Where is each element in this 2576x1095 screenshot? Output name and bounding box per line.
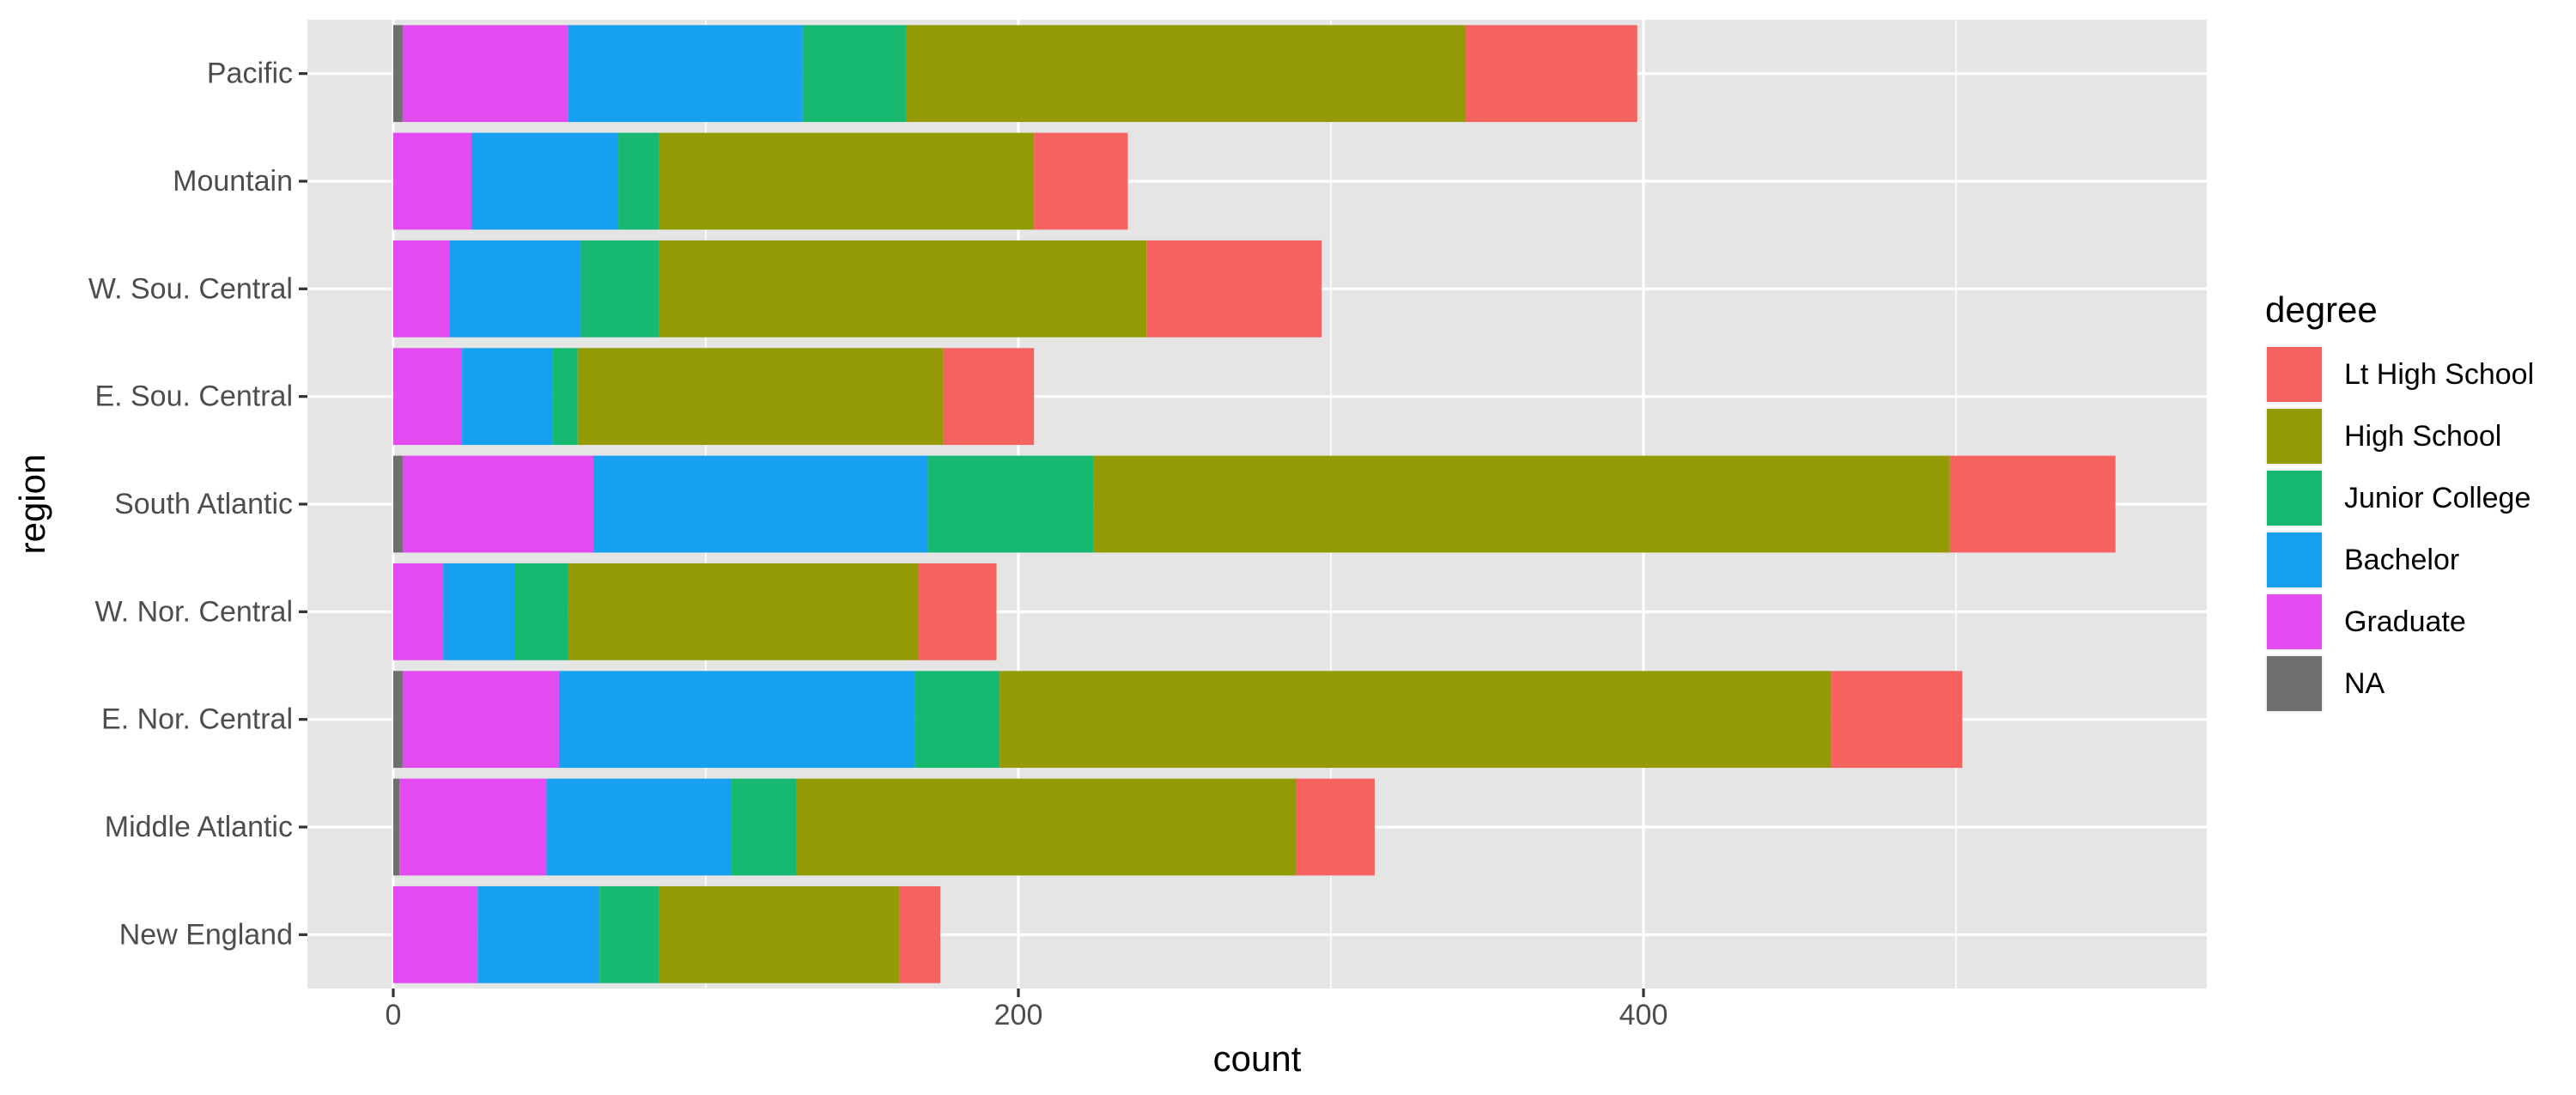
y-tick-label: Mountain — [173, 165, 293, 198]
bar-segment-high-school — [659, 240, 1147, 338]
y-tick-label: New England — [119, 918, 293, 951]
bar-segment-graduate — [402, 455, 593, 553]
y-tick-label: E. Sou. Central — [94, 380, 293, 413]
y-axis-title: region — [12, 454, 52, 555]
y-tick-label: South Atlantic — [114, 488, 293, 520]
bar-segment-graduate — [393, 240, 450, 338]
bar-segment-lt-high-school — [1034, 132, 1128, 230]
bar-segment-bachelor — [546, 778, 732, 876]
bar-segment-high-school — [905, 25, 1466, 123]
bar-segment-high-school — [659, 132, 1035, 230]
bar-segment-graduate — [399, 778, 547, 876]
bar-segment-junior-college — [552, 348, 578, 446]
bars — [393, 25, 2116, 983]
bar-segment-high-school — [1093, 455, 1950, 553]
legend-label: NA — [2344, 667, 2385, 700]
bar-segment-junior-college — [618, 132, 659, 230]
bar-segment-bachelor — [568, 25, 803, 123]
bar-segment-high-school — [568, 563, 919, 660]
bar-segment-high-school — [659, 885, 900, 983]
y-tick-label: W. Sou. Central — [88, 272, 293, 305]
bar-segment-lt-high-school — [1949, 455, 2116, 553]
x-tick-label: 400 — [1619, 999, 1668, 1031]
bar-segment-bachelor — [558, 671, 915, 769]
legend-label: Graduate — [2344, 605, 2466, 638]
bar-segment-graduate — [393, 885, 478, 983]
bar-segment-junior-college — [914, 671, 1000, 769]
legend-key-graduate — [2267, 594, 2322, 649]
bar-segment-lt-high-school — [1146, 240, 1322, 338]
bar-segment-junior-college — [514, 563, 568, 660]
bar-segment-lt-high-school — [1465, 25, 1637, 123]
bar-segment-na — [393, 778, 400, 876]
legend-label: Bachelor — [2344, 544, 2459, 576]
legend-title: degree — [2265, 289, 2378, 330]
bar-segment-graduate — [393, 563, 444, 660]
y-tick-label: Pacific — [207, 58, 293, 90]
bar-segment-bachelor — [462, 348, 553, 446]
legend-label: Lt High School — [2344, 358, 2534, 391]
bar-segment-na — [393, 671, 403, 769]
x-tick-label: 0 — [386, 999, 402, 1031]
y-tick-label: Middle Atlantic — [105, 811, 293, 843]
legend-key-junior-college — [2267, 471, 2322, 526]
bar-segment-na — [393, 455, 403, 553]
legend: degree Lt High School High School Junior C… — [2265, 289, 2534, 713]
bar-segment-na — [393, 25, 403, 123]
bar-segment-graduate — [402, 671, 559, 769]
bar-segment-bachelor — [592, 455, 928, 553]
bar-segment-lt-high-school — [1296, 778, 1375, 876]
legend-key-high-school — [2267, 409, 2322, 464]
bar-segment-lt-high-school — [1831, 671, 1963, 769]
bar-segment-lt-high-school — [943, 348, 1035, 446]
bar-segment-graduate — [393, 348, 463, 446]
bar-segment-lt-high-school — [918, 563, 997, 660]
legend-key-lt-high-school — [2267, 347, 2322, 402]
legend-label: High School — [2344, 420, 2501, 453]
x-axis: 0 200 400 — [386, 989, 1668, 1031]
x-axis-title: count — [1213, 1038, 1302, 1079]
legend-key-na — [2267, 656, 2322, 711]
bar-segment-high-school — [577, 348, 944, 446]
bar-segment-junior-college — [802, 25, 906, 123]
x-tick-label: 200 — [994, 999, 1043, 1031]
bar-segment-bachelor — [449, 240, 581, 338]
bar-segment-lt-high-school — [899, 885, 940, 983]
bar-segment-graduate — [402, 25, 568, 123]
bar-segment-high-school — [796, 778, 1297, 876]
y-tick-label: E. Nor. Central — [101, 703, 293, 736]
y-tick-label: W. Nor. Central — [94, 595, 293, 628]
y-axis: Pacific Mountain W. Sou. Central E. Sou. Ce… — [88, 58, 307, 951]
legend-label: Junior College — [2344, 482, 2530, 514]
legend-key-bachelor — [2267, 532, 2322, 587]
bar-segment-bachelor — [443, 563, 515, 660]
bar-segment-high-school — [999, 671, 1832, 769]
bar-segment-bachelor — [477, 885, 600, 983]
bar-segment-bachelor — [471, 132, 619, 230]
bar-segment-graduate — [393, 132, 471, 230]
bar-segment-junior-college — [731, 778, 797, 876]
bar-segment-junior-college — [580, 240, 659, 338]
bar-segment-junior-college — [927, 455, 1094, 553]
bar-segment-junior-college — [599, 885, 659, 983]
